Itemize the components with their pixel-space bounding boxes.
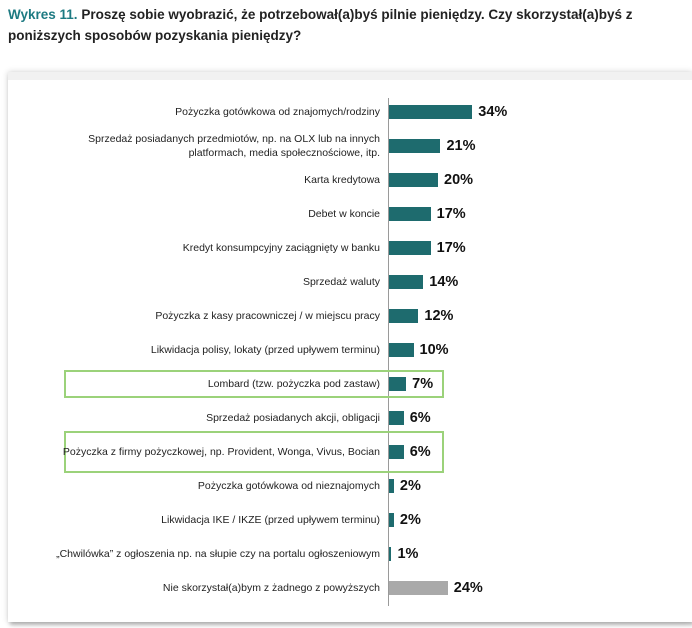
bar <box>389 275 424 289</box>
bar <box>389 105 473 119</box>
value-label: 6% <box>409 410 431 426</box>
category-label: Sprzedaż posiadanych akcji, obligacji <box>206 412 380 424</box>
value-label: 17% <box>436 206 466 222</box>
value-label: 10% <box>419 342 449 358</box>
bar <box>389 547 392 561</box>
value-label: 24% <box>453 580 483 596</box>
value-label: 12% <box>424 308 454 324</box>
value-label: 6% <box>409 444 431 460</box>
category-label: Likwidacja polisy, lokaty (przed upływem… <box>150 344 380 356</box>
value-label: 21% <box>446 138 476 154</box>
value-label: 1% <box>397 546 419 562</box>
value-label: 14% <box>429 274 459 290</box>
bar <box>389 581 448 595</box>
category-label: Likwidacja IKE / IKZE (przed upływem ter… <box>161 514 380 526</box>
category-label: Karta kredytowa <box>304 174 380 186</box>
category-label: Sprzedaż waluty <box>302 276 380 288</box>
bar <box>389 513 394 527</box>
bar <box>389 207 431 221</box>
bar <box>389 173 438 187</box>
chart-panel: Pożyczka gotówkowa od znajomych/rodziny 3… <box>8 72 692 622</box>
chart-title-text: Proszę sobie wyobrazić, że potrzebował(a… <box>8 7 633 43</box>
category-label: Pożyczka z firmy pożyczkowej, np. Provid… <box>62 446 380 458</box>
bar <box>389 411 404 425</box>
value-label: 20% <box>444 172 474 188</box>
bar <box>389 343 414 357</box>
value-label: 7% <box>412 376 434 392</box>
bar <box>389 479 394 493</box>
bar <box>389 445 404 459</box>
category-label: Sprzedaż posiadanych przedmiotów, np. na… <box>88 133 380 159</box>
bar <box>389 241 431 255</box>
category-axis-line <box>388 98 389 606</box>
value-label: 2% <box>399 478 421 494</box>
chart-title-prefix: Wykres 11. <box>8 7 78 22</box>
bar <box>389 377 407 391</box>
highlight-box <box>64 370 444 398</box>
bar <box>389 139 441 153</box>
chart-title: Wykres 11. Proszę sobie wyobrazić, że po… <box>8 4 688 46</box>
value-label: 34% <box>478 104 508 120</box>
category-label: Pożyczka gotówkowa od nieznajomych <box>197 480 380 492</box>
category-label: Pożyczka z kasy pracowniczej / w miejscu… <box>155 310 380 322</box>
category-label: Kredyt konsumpcyjny zaciągnięty w banku <box>182 242 380 254</box>
category-label: Nie skorzystał(a)bym z żadnego z powyższ… <box>162 582 380 594</box>
value-label: 2% <box>399 512 421 528</box>
bar <box>389 309 419 323</box>
category-label: Pożyczka gotówkowa od znajomych/rodziny <box>175 106 380 118</box>
highlight-box <box>64 431 444 473</box>
category-label: Debet w koncie <box>308 208 380 220</box>
panel-top-strip <box>8 72 692 80</box>
category-label: „Chwilówka” z ogłoszenia np. na słupie c… <box>56 548 380 560</box>
category-label: Lombard (tzw. pożyczka pod zastaw) <box>207 378 380 390</box>
value-label: 17% <box>436 240 466 256</box>
